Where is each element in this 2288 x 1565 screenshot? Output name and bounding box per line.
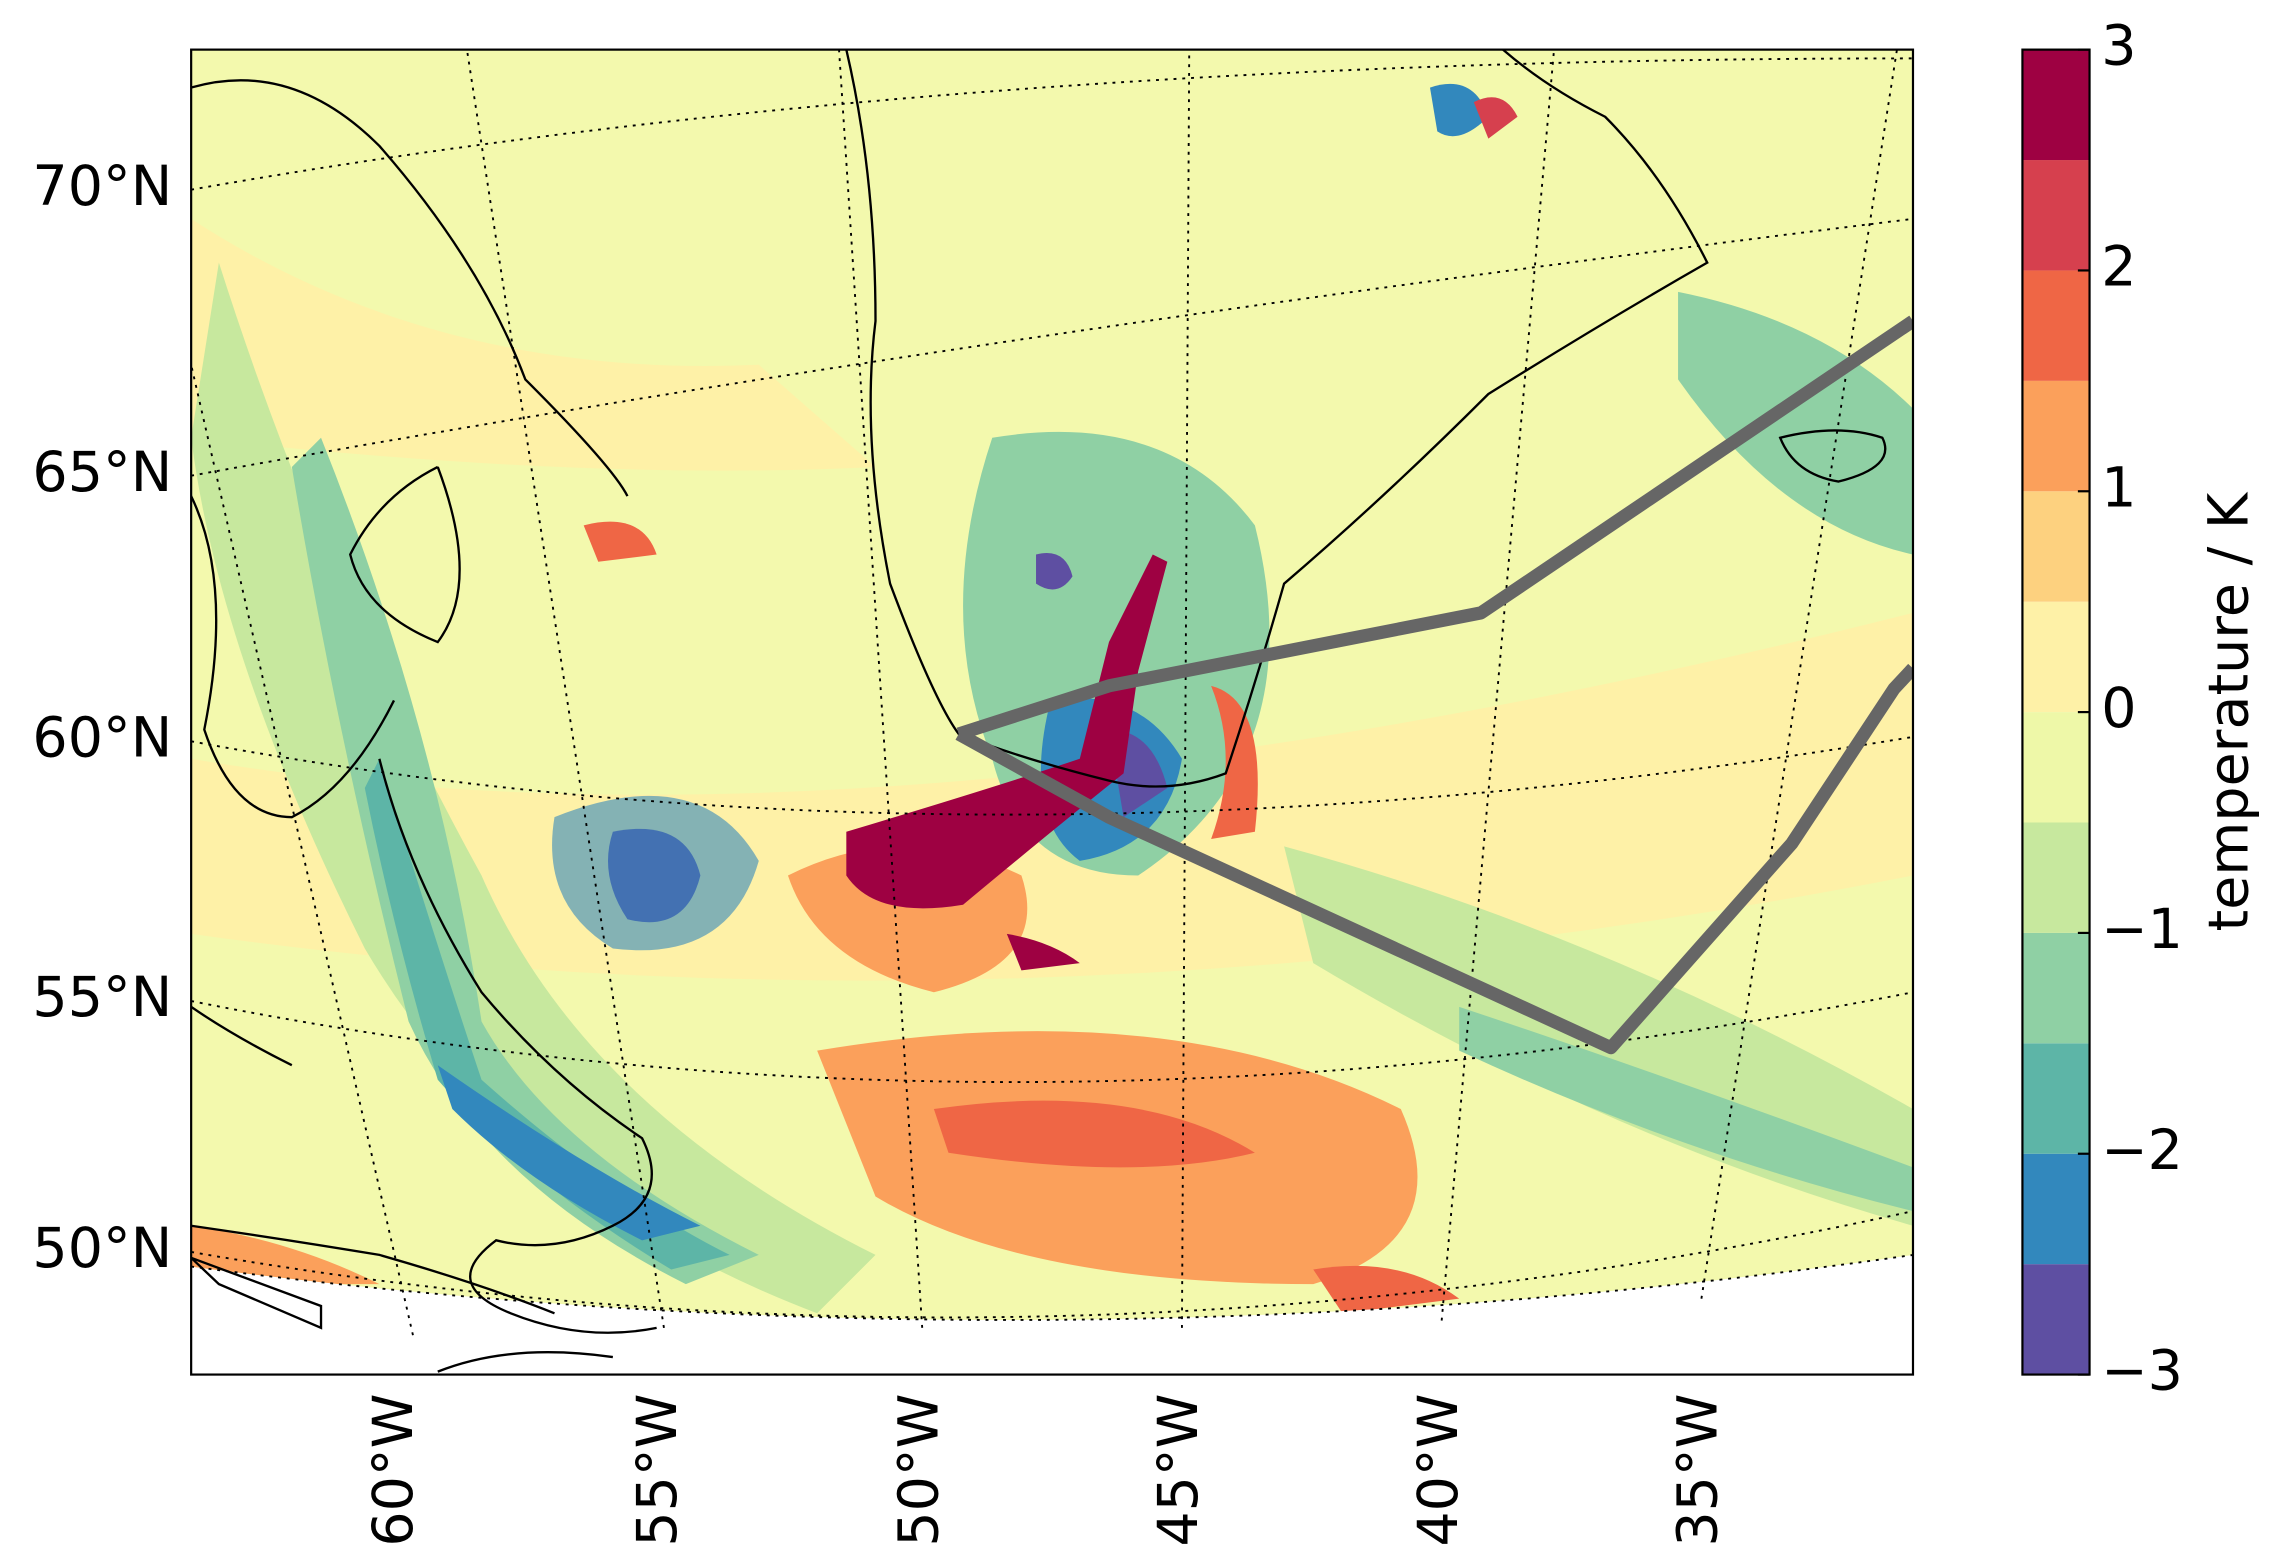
colorbar-segment [2022,270,2090,381]
graticule [838,49,924,1328]
colorbar-segment [2022,49,2090,161]
field-patch [191,218,876,471]
graticule [1180,49,1191,1328]
lat-label: 60°N [32,706,172,770]
flight-track [955,663,1913,1055]
colorbar-segment [2022,932,2090,1044]
coastline [191,758,657,1373]
colorbar-segment [2022,380,2090,492]
graticule [466,49,665,1329]
colorbar-tick-label: 1 [2101,456,2136,520]
field-patch [1211,685,1258,840]
lat-label: 50°N [32,1217,172,1281]
field-patch [933,1100,1255,1168]
temperature-field [191,49,1913,1320]
lon-label: 60°W [362,1394,426,1547]
lat-label: 65°N [32,441,172,505]
lon-label: 35°W [1667,1394,1731,1547]
colorbar-tick-label: −2 [2101,1119,2183,1183]
labels: 70°N 65°N 60°N 55°N 50°N 60°W 55°W 50°W 45°W 40°W… [32,155,1730,1547]
field-patch [1678,291,1913,555]
lon-label: 40°W [1407,1394,1471,1547]
lon-label: 50°W [887,1394,951,1547]
coastline [191,429,1887,1330]
field-patch [1313,1265,1460,1314]
field-patch [1459,1006,1913,1212]
graticule [191,735,1913,816]
lon-label: 45°W [1147,1394,1211,1547]
coastline [191,79,629,819]
colorbar-label: temperature / K [2198,491,2262,931]
graticule [1440,49,1555,1321]
field-patch [437,1065,701,1241]
field-patch [583,521,657,562]
colorbar-segment [2022,491,2090,602]
graticule [191,57,1913,191]
colorbar-tick-label: 0 [2101,677,2136,741]
coastline [845,49,1709,788]
colorbar-tick-label: 2 [2101,236,2136,300]
colorbar-segment [2022,1043,2090,1154]
colorbar-segment [2022,1264,2090,1375]
colorbar-segment [2022,712,2090,823]
colorbar-segment [2022,160,2090,271]
map-frame [190,48,1915,1376]
map-area [191,49,1913,1375]
colorbar-segment [2022,1153,2090,1265]
field-patch [846,554,1168,909]
colorbar: 3 2 1 0 −1 −2 −3 temperature / K [2021,15,2262,1404]
colorbar-segment [2022,601,2090,713]
field-patch [1006,933,1080,971]
colorbar-tick-label: −3 [2101,1340,2183,1404]
field-patch [191,1225,380,1285]
field-patch [1036,553,1073,590]
field-patch [552,795,759,951]
colorbar-tick-label: 3 [2101,15,2136,79]
colorbar-tick-label: −1 [2101,898,2183,962]
lat-label: 55°N [32,966,172,1030]
graticule [1700,49,1898,1299]
field-patch [1430,83,1489,137]
flight-track [956,315,1913,741]
colorbar-segment [2022,822,2090,933]
lon-label: 55°W [626,1394,690,1547]
field-patch [1473,97,1518,139]
graticule [191,991,1913,1083]
lat-label: 70°N [32,155,172,219]
